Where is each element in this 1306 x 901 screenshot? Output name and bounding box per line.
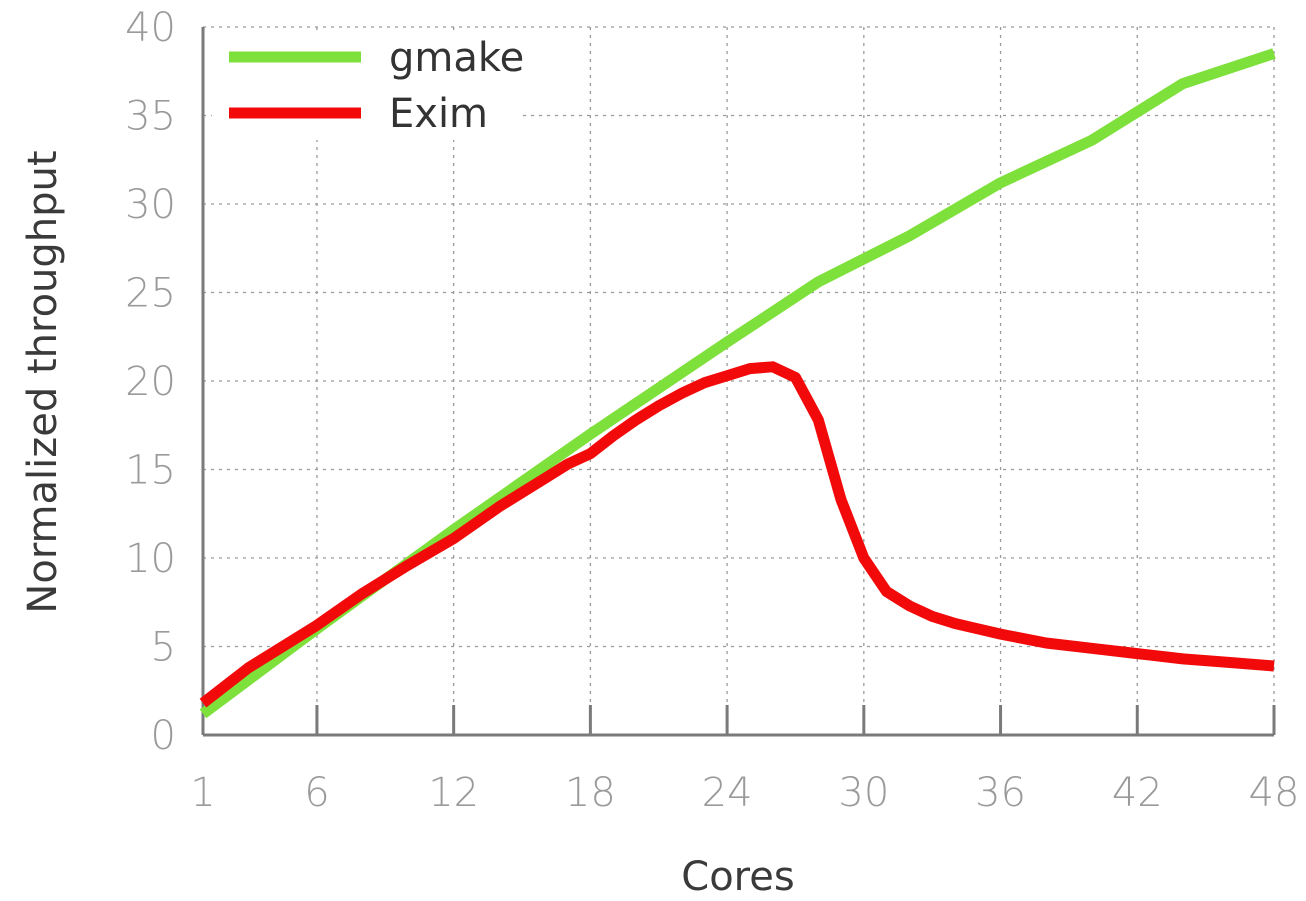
x-tick-label: 24 bbox=[702, 770, 753, 816]
y-tick-label: 40 bbox=[125, 5, 176, 51]
plot-area bbox=[199, 48, 1276, 719]
y-tick-label: 5 bbox=[151, 625, 176, 671]
x-tick-label: 48 bbox=[1249, 770, 1300, 816]
y-tick-label: 20 bbox=[125, 359, 176, 405]
x-tick-label: 30 bbox=[838, 770, 889, 816]
x-axis-title: Cores bbox=[681, 854, 794, 900]
legend-background bbox=[212, 30, 518, 140]
series-line-exim bbox=[199, 361, 1275, 708]
y-tick-label: 10 bbox=[125, 536, 176, 582]
x-tick-label: 6 bbox=[304, 770, 329, 816]
y-axis-title: Normalized throughput bbox=[20, 150, 66, 613]
legend-label-gmake: gmake bbox=[389, 35, 524, 81]
series-line-gmake bbox=[199, 48, 1276, 719]
y-tick-label: 25 bbox=[125, 271, 176, 317]
legend: gmake Exim bbox=[212, 30, 524, 140]
axes: 1 6 12 18 24 30 36 42 48 0 5 10 15 20 25 30 35 40 bbox=[125, 5, 1299, 816]
x-tick-label: 12 bbox=[428, 770, 479, 816]
x-tick-label: 36 bbox=[975, 770, 1026, 816]
y-tick-label: 30 bbox=[125, 182, 176, 228]
legend-label-exim: Exim bbox=[389, 91, 488, 137]
x-tick-label: 1 bbox=[190, 770, 215, 816]
y-tick-label: 15 bbox=[125, 448, 176, 494]
x-tick-label: 42 bbox=[1112, 770, 1163, 816]
y-tick-label: 0 bbox=[151, 713, 176, 759]
x-tick-label: 18 bbox=[565, 770, 616, 816]
y-tick-label: 35 bbox=[125, 94, 176, 140]
